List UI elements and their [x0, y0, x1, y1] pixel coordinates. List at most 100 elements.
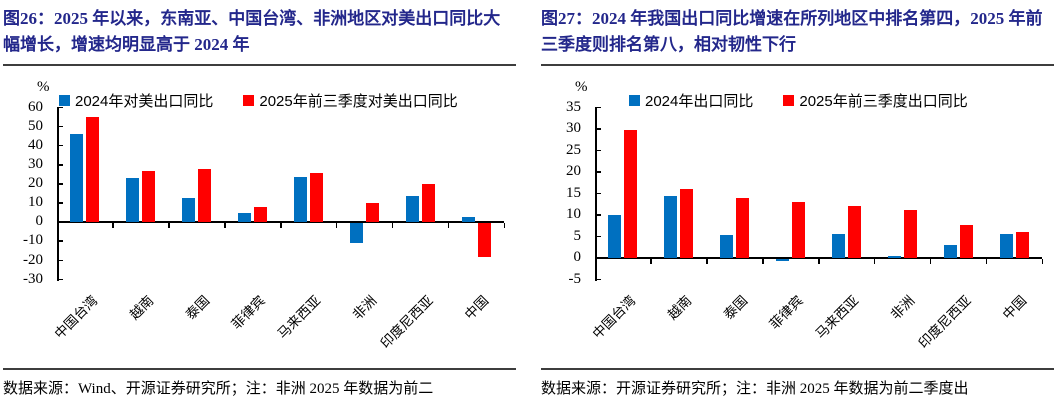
x-axis-tick-mark — [1041, 259, 1043, 265]
bar-blue — [461, 216, 475, 223]
y-axis-tick-mark — [595, 235, 601, 238]
y-axis-tick-mark — [57, 125, 63, 128]
y-axis-tick-mark — [595, 278, 601, 281]
x-axis-tick-mark — [391, 223, 394, 229]
x-axis-category-label: 菲律宾 — [228, 292, 268, 332]
bar-blue — [238, 212, 252, 223]
bar-blue — [720, 234, 734, 259]
y-axis-tick-mark — [57, 144, 63, 147]
x-axis-category-label: 泰国 — [182, 292, 213, 323]
y-axis-unit-label: % — [37, 78, 50, 95]
bar-blue — [293, 177, 307, 223]
y-axis-tick-label: 5 — [573, 227, 582, 244]
y-axis-tick-label: 60 — [28, 98, 43, 115]
bar-red — [903, 210, 917, 259]
bar-blue — [887, 256, 901, 259]
x-axis-category-label: 中国 — [461, 292, 492, 323]
x-axis-category-label: 马来西亚 — [275, 292, 324, 342]
figure-27-bar-chart: % 35 30 25 20 15 10 5 0 -5 中国台湾 越南 泰国 菲律宾 马来西亚 非洲 印度尼西亚中… — [541, 66, 1054, 366]
bar-red — [847, 205, 861, 259]
figure-27: 图27：2024 年我国出口同比增速在所列地区中排名第四，2025 年前三季度则… — [541, 4, 1054, 405]
x-axis-tick-mark — [929, 259, 932, 265]
bar-red — [86, 117, 100, 223]
y-axis-tick-label: 30 — [28, 156, 43, 173]
x-axis-category-label: 非洲 — [350, 292, 380, 323]
figure-27-title-divider — [541, 63, 1054, 66]
bar-blue — [405, 195, 419, 223]
x-axis-tick-mark — [706, 259, 708, 265]
x-axis-category-label: 印度尼西亚 — [377, 292, 436, 351]
y-axis-unit-label: % — [575, 78, 588, 95]
x-axis-tick-mark — [335, 223, 338, 229]
y-axis-tick-label: -30 — [23, 270, 43, 287]
legend-item: 2024年对美出口同比 — [59, 90, 213, 111]
legend-label: 2024年出口同比 — [645, 92, 754, 110]
legend-item: 2025年前三季度出口同比 — [783, 90, 968, 111]
figure-27-title: 图27：2024 年我国出口同比增速在所列地区中排名第四，2025 年前三季度则… — [541, 9, 1043, 55]
x-axis-tick-mark — [594, 259, 596, 265]
legend-item: 2025年前三季度对美出口同比 — [243, 90, 458, 111]
y-axis-tick-label: 20 — [566, 163, 581, 180]
y-axis-tick-mark — [57, 240, 63, 242]
figure-26-title-divider — [3, 63, 516, 66]
bar-red — [309, 172, 323, 223]
x-axis-tick-mark — [447, 223, 450, 229]
chart-legend: 2024年对美出口同比 2025年前三季度对美出口同比 — [59, 90, 458, 111]
x-axis-category-label: 泰国 — [720, 292, 751, 323]
bar-blue — [831, 233, 845, 259]
y-axis-tick-label: 35 — [566, 98, 581, 115]
x-axis-category-label: 中国台湾 — [589, 292, 639, 342]
x-axis-category-label: 菲律宾 — [766, 292, 806, 332]
y-axis-tick-label: 40 — [28, 136, 43, 153]
x-axis-category-label: 越南 — [664, 292, 695, 323]
y-axis-tick-label: -10 — [23, 232, 43, 249]
bar-red — [736, 197, 750, 259]
figure-26-title: 图26：2025 年以来，东南亚、中国台湾、非洲地区对美出口同比大幅增长，增速均… — [3, 9, 501, 55]
bar-blue — [70, 134, 84, 223]
bar-red — [959, 225, 973, 259]
legend-swatch-icon — [243, 94, 255, 106]
y-axis-tick-label: 10 — [566, 206, 581, 223]
y-axis-tick-label: 30 — [566, 120, 581, 137]
x-axis-tick-mark — [873, 259, 876, 265]
bar-blue — [349, 223, 363, 244]
chart-legend: 2024年出口同比 2025年前三季度出口同比 — [629, 90, 968, 111]
figure-26: 图26：2025 年以来，东南亚、中国台湾、非洲地区对美出口同比大幅增长，增速均… — [3, 4, 516, 405]
x-axis-tick-mark — [503, 223, 505, 229]
x-axis-category-label: 非洲 — [888, 292, 918, 323]
bar-blue — [776, 259, 790, 262]
bar-blue — [182, 197, 196, 223]
x-axis-tick-mark — [650, 259, 652, 265]
x-axis-category-label: 印度尼西亚 — [915, 292, 974, 351]
bar-red — [1015, 231, 1029, 259]
bar-red — [365, 203, 379, 223]
bar-blue — [608, 215, 622, 259]
y-axis-tick-mark — [57, 183, 63, 185]
x-axis-tick-mark — [762, 259, 764, 265]
figure-27-source-note: 数据来源：开源证券研究所；注：非洲 2025 年数据为前二季度出 — [541, 380, 969, 397]
figure-26-source-divider — [3, 367, 516, 370]
x-axis-tick-mark — [112, 223, 114, 229]
y-axis-tick-label: 10 — [28, 194, 43, 211]
legend-swatch-icon — [59, 94, 70, 106]
y-axis-line — [595, 107, 597, 281]
legend-item: 2024年出口同比 — [629, 90, 753, 111]
legend-label: 2025年前三季度对美出口同比 — [259, 92, 458, 110]
y-axis-tick-mark — [57, 106, 63, 109]
figure-26-bar-chart: % 60 50 40 30 20 10 0 -10 -20 -30 中国台湾 越南 泰国 菲律宾 马来西亚 非洲… — [3, 66, 516, 366]
legend-swatch-icon — [629, 94, 640, 106]
bar-blue — [664, 195, 678, 259]
y-axis-tick-mark — [57, 164, 63, 166]
y-axis-line — [57, 107, 59, 281]
bar-red — [421, 184, 435, 223]
y-axis-tick-mark — [595, 214, 601, 216]
x-axis-tick-mark — [168, 223, 170, 229]
bar-red — [198, 168, 212, 223]
figure-26-source-note: 数据来源：Wind、开源证券研究所；注：非洲 2025 年数据为前二 — [3, 380, 434, 397]
x-axis-zero-line — [595, 257, 1042, 260]
x-axis-tick-mark — [985, 259, 988, 265]
x-axis-tick-mark — [224, 223, 226, 229]
y-axis-tick-mark — [57, 202, 63, 204]
bar-blue — [943, 245, 957, 259]
y-axis-tick-mark — [595, 171, 601, 173]
